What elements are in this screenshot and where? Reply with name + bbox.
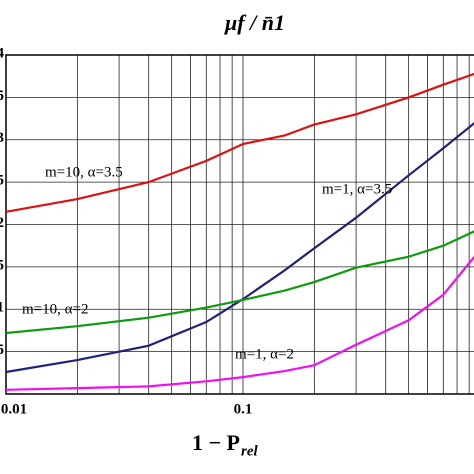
series-label: m=1, α=3.5 bbox=[322, 181, 392, 197]
y-tick-label: 3.5 bbox=[0, 88, 4, 104]
x-tick-label: 0.1 bbox=[234, 401, 253, 417]
series-line bbox=[5, 255, 474, 391]
y-tick-label: 2.5 bbox=[0, 173, 4, 189]
y-tick-label: 3 bbox=[0, 130, 4, 146]
series-label: m=1, α=2 bbox=[235, 346, 294, 362]
y-tick-label: 0.5 bbox=[0, 342, 4, 358]
series-line bbox=[5, 72, 474, 213]
series-line bbox=[5, 122, 474, 374]
x-axis-label: 1 − P bbox=[192, 430, 240, 455]
y-tick-label: 4 bbox=[0, 45, 5, 61]
y-tick-label: 1.5 bbox=[0, 257, 4, 273]
plot-frame bbox=[5, 54, 474, 395]
series-label: m=10, α=3.5 bbox=[45, 164, 123, 180]
y-tick-label: 1 bbox=[0, 300, 4, 316]
series-label: m=10, α=2 bbox=[22, 301, 88, 317]
x-tick-label: 0.01 bbox=[1, 401, 27, 417]
series-line bbox=[5, 230, 474, 335]
chart-title: μf / n̄1 bbox=[224, 10, 285, 35]
x-axis-label-sub: rel bbox=[241, 443, 258, 459]
y-tick-label: 2 bbox=[0, 215, 4, 231]
